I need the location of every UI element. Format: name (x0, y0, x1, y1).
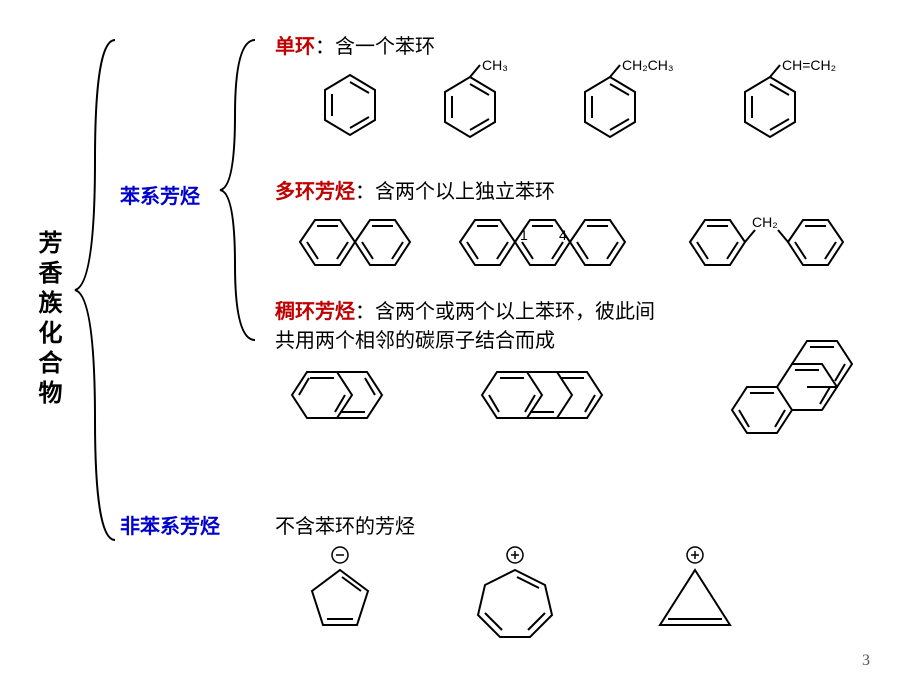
benzene-series-label: 苯系芳烃 (120, 180, 200, 209)
pos1-label: 1 (520, 227, 528, 243)
terphenyl-structure: 1 4 (450, 210, 635, 275)
ethyl-label: CH₂CH₃ (622, 60, 674, 73)
page-number: 3 (862, 652, 870, 670)
benzene-structure (320, 70, 380, 140)
non-benzene-label: 非苯系芳烃 (120, 510, 220, 539)
fused-row: 稠环芳烃：含两个或两个以上苯环，彼此间 共用两个相邻的碳原子结合而成 (275, 295, 655, 353)
main-brace (65, 30, 125, 550)
non-benzene-desc: 不含苯环的芳烃 (275, 510, 415, 539)
pos4-label: 4 (559, 227, 567, 243)
tropylium-cation (470, 545, 560, 645)
cyclopropenyl-cation (650, 545, 740, 635)
main-title: 芳香族化合物 (30, 230, 65, 410)
cyclopentadienyl-anion (300, 545, 380, 635)
fused-desc1: ：含两个或两个以上苯环，彼此间 (355, 301, 655, 323)
monocyclic-desc: ：含一个苯环 (315, 36, 435, 58)
monocyclic-label: 单环 (275, 36, 315, 58)
vinyl-label: CH=CH₂ (782, 60, 836, 73)
toluene-structure: CH₃ (440, 60, 520, 142)
methylene-label: CH₂ (752, 214, 778, 230)
polycyclic-desc: ：含两个以上独立苯环 (355, 181, 555, 203)
ethylbenzene-structure: CH₂CH₃ (580, 60, 690, 142)
styrene-structure: CH=CH₂ (740, 60, 860, 142)
polycyclic-label: 多环芳烃 (275, 181, 355, 203)
anthracene (470, 360, 640, 430)
fused-label: 稠环芳烃 (275, 301, 355, 323)
monocyclic-row: 单环：含一个苯环 (275, 30, 435, 59)
inner-brace (215, 30, 265, 350)
naphthalene (280, 360, 400, 430)
biphenyl-structure (290, 210, 420, 275)
fused-desc2: 共用两个相邻的碳原子结合而成 (275, 330, 555, 352)
diphenylmethane-structure: CH₂ (680, 205, 850, 275)
methyl-label: CH₃ (482, 60, 508, 73)
polycyclic-row: 多环芳烃：含两个以上独立苯环 (275, 175, 555, 204)
phenanthrene (720, 340, 870, 440)
